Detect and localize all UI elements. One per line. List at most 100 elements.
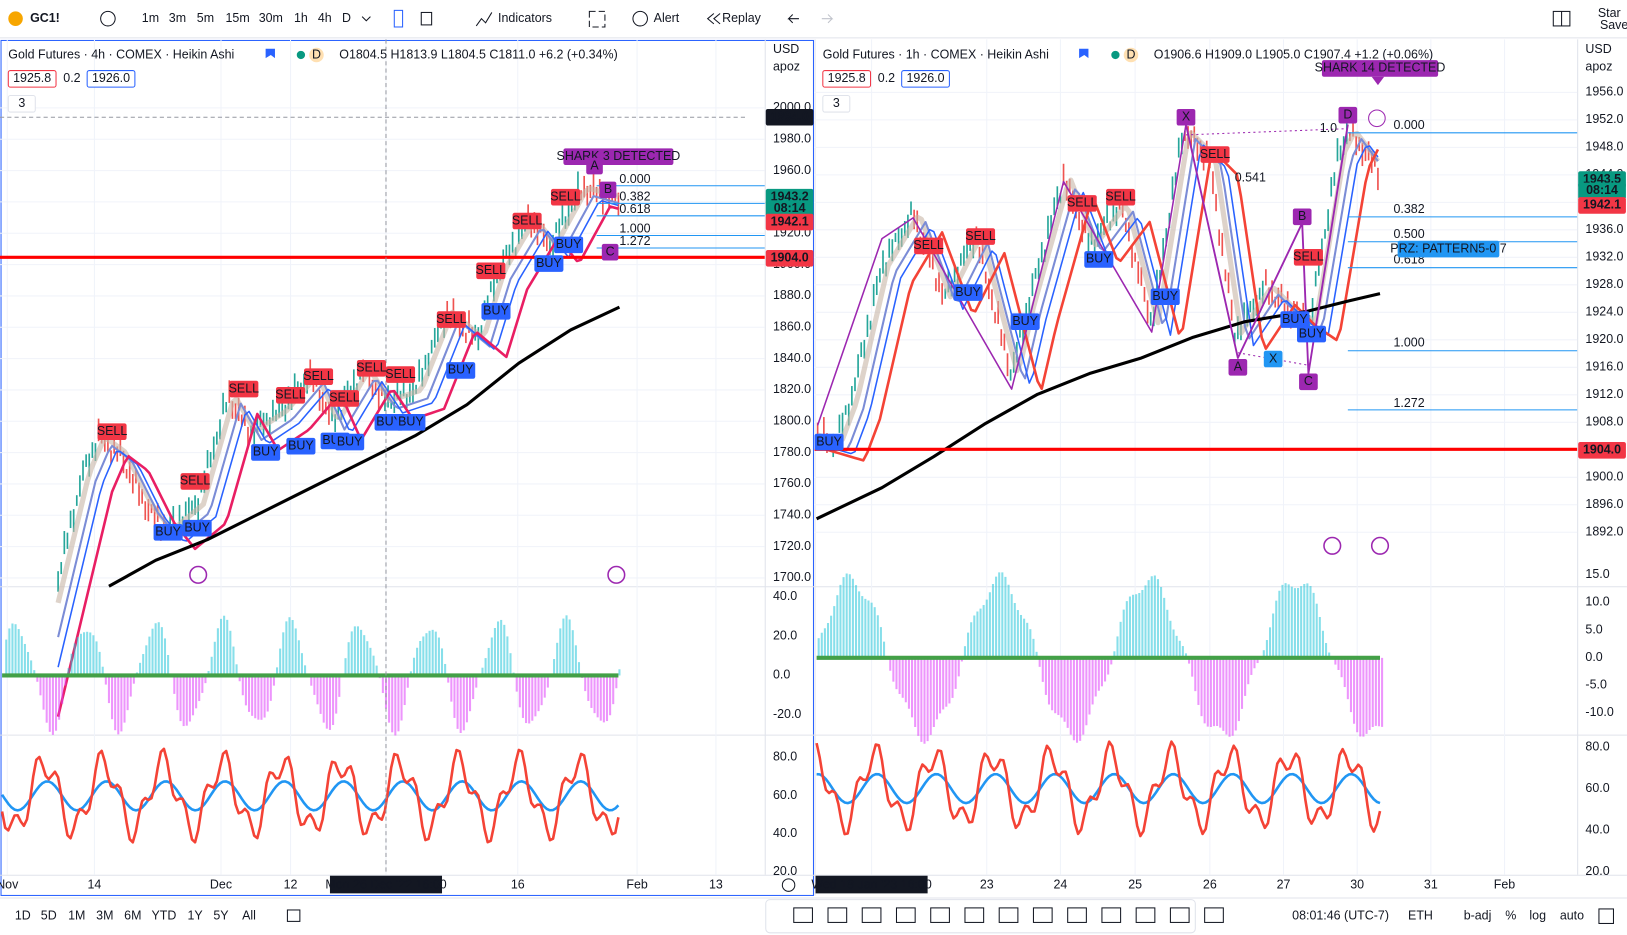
pattern-label-bg [1321, 60, 1439, 77]
log-button[interactable]: log [1529, 908, 1546, 922]
time-tick-label: 25 [1128, 877, 1142, 891]
pattern-point-bg [1299, 373, 1318, 391]
range-button[interactable]: 1D [15, 908, 31, 922]
moving-average [817, 144, 1379, 455]
badge: D [1126, 47, 1135, 61]
drawing-tool[interactable] [793, 907, 813, 923]
drawing-tool[interactable] [1101, 907, 1122, 923]
signal-label-bg [914, 237, 944, 255]
interval-button[interactable]: 1h [294, 11, 308, 25]
ask-price-bg [86, 70, 136, 88]
interval-button[interactable]: 5m [197, 11, 214, 25]
chart-type-icon[interactable] [393, 9, 404, 28]
range-button[interactable]: YTD [152, 908, 177, 922]
pattern-dotted [1237, 352, 1309, 366]
signal-label-bg [446, 362, 476, 379]
indicators-button[interactable]: Indicators [498, 11, 552, 25]
drawing-tool[interactable] [895, 907, 916, 923]
settings-icon[interactable] [1598, 908, 1614, 924]
osc-tick-label: 10.0 [1585, 595, 1609, 609]
signal-label-bg [476, 262, 506, 280]
interval-button[interactable]: 30m [259, 11, 283, 25]
star-button[interactable]: Star [1598, 6, 1621, 20]
scale-mode[interactable]: apoz [1585, 60, 1612, 74]
undo[interactable] [787, 14, 799, 24]
drawing-tool[interactable] [1067, 907, 1087, 923]
range-button[interactable]: 1M [68, 908, 85, 922]
bid-price: 1925.8 [13, 71, 51, 85]
drawing-tool[interactable] [1169, 907, 1190, 923]
replay-button[interactable]: Replay [722, 11, 761, 25]
range-button[interactable]: 3M [96, 908, 113, 922]
symbol[interactable]: GC1! [30, 11, 60, 25]
session-button[interactable]: ETH [1408, 908, 1433, 922]
interval-button[interactable]: 3m [169, 11, 186, 25]
compare-icon[interactable] [286, 909, 301, 922]
drawing-tool[interactable] [827, 907, 848, 923]
signal-label: BUY [253, 445, 279, 459]
percent-button[interactable]: % [1505, 908, 1516, 922]
price-tick-label: 1928.0 [1585, 277, 1623, 291]
chart-type-icon[interactable] [420, 11, 433, 26]
interval-button[interactable]: 1m [142, 11, 159, 25]
signal-label: BUY [536, 256, 562, 270]
signal-label: SELL [1067, 196, 1098, 210]
interval-button[interactable]: 15m [226, 11, 250, 25]
drawing-tool[interactable] [1204, 907, 1224, 923]
time-tick-label: 24 [1054, 877, 1068, 891]
signal-label: BUY [556, 237, 582, 251]
event-icon[interactable] [607, 565, 626, 584]
time-tick-label: 26 [1203, 877, 1217, 891]
signal-label-bg [385, 366, 416, 383]
signal-label-bg [512, 212, 542, 230]
status-dot [1111, 50, 1120, 60]
rsi-line [816, 772, 1381, 805]
event-icon[interactable] [1323, 536, 1342, 555]
drawing-tool[interactable] [930, 907, 950, 923]
auto-button[interactable]: auto [1560, 908, 1584, 922]
price-tick-label: 1956.0 [1585, 85, 1623, 99]
templates-icon[interactable] [588, 10, 606, 28]
range-button[interactable]: 5D [41, 908, 57, 922]
settings-icon[interactable] [781, 878, 796, 892]
price-label-bg [765, 200, 814, 217]
drawing-tool[interactable] [861, 907, 882, 923]
range-button[interactable]: All [242, 908, 256, 922]
drawing-tool[interactable] [1135, 907, 1156, 923]
drawing-tool[interactable] [964, 907, 985, 923]
currency[interactable]: USD [1585, 42, 1611, 56]
signal-label-bg [481, 302, 511, 320]
active-pane-border [0, 39, 814, 896]
range-button[interactable]: 1Y [187, 908, 203, 922]
currency[interactable]: USD [773, 42, 799, 56]
range-button[interactable]: 6M [124, 908, 141, 922]
time-tick-label: 12 [284, 877, 298, 891]
fib-label: 1.272 [619, 234, 650, 248]
price-tick-label: 1948.0 [1585, 140, 1623, 154]
interval-button[interactable]: D [342, 11, 351, 25]
signal-label-bg [304, 368, 334, 385]
adjust-button[interactable]: b-adj [1464, 908, 1492, 922]
osc-tick-label: 0.0 [773, 668, 790, 682]
range-button[interactable]: 5Y [213, 908, 229, 922]
interval-button[interactable]: 4h [318, 11, 332, 25]
signal-label: SELL [180, 474, 211, 488]
indicator-count-bg [7, 94, 36, 113]
save-label[interactable]: Save [1600, 18, 1627, 32]
signal-label: SELL [476, 263, 507, 277]
scale-mode[interactable]: apoz [773, 60, 800, 74]
drawing-tool[interactable] [1032, 907, 1053, 923]
drawing-tool[interactable] [998, 907, 1019, 923]
redo[interactable] [821, 14, 834, 24]
signal-label-bg [1293, 249, 1323, 266]
osc-tick-label: 15.0 [1585, 567, 1609, 581]
signal-label: SELL [275, 388, 306, 402]
add-symbol[interactable] [100, 10, 116, 27]
alert-button[interactable]: Alert [654, 11, 680, 25]
event-icon[interactable] [1370, 536, 1390, 555]
osc-tick-label: 80.0 [1585, 739, 1609, 753]
pattern-pointer [1371, 76, 1385, 86]
event-icon[interactable] [189, 565, 208, 584]
signal-label-bg [153, 523, 183, 541]
